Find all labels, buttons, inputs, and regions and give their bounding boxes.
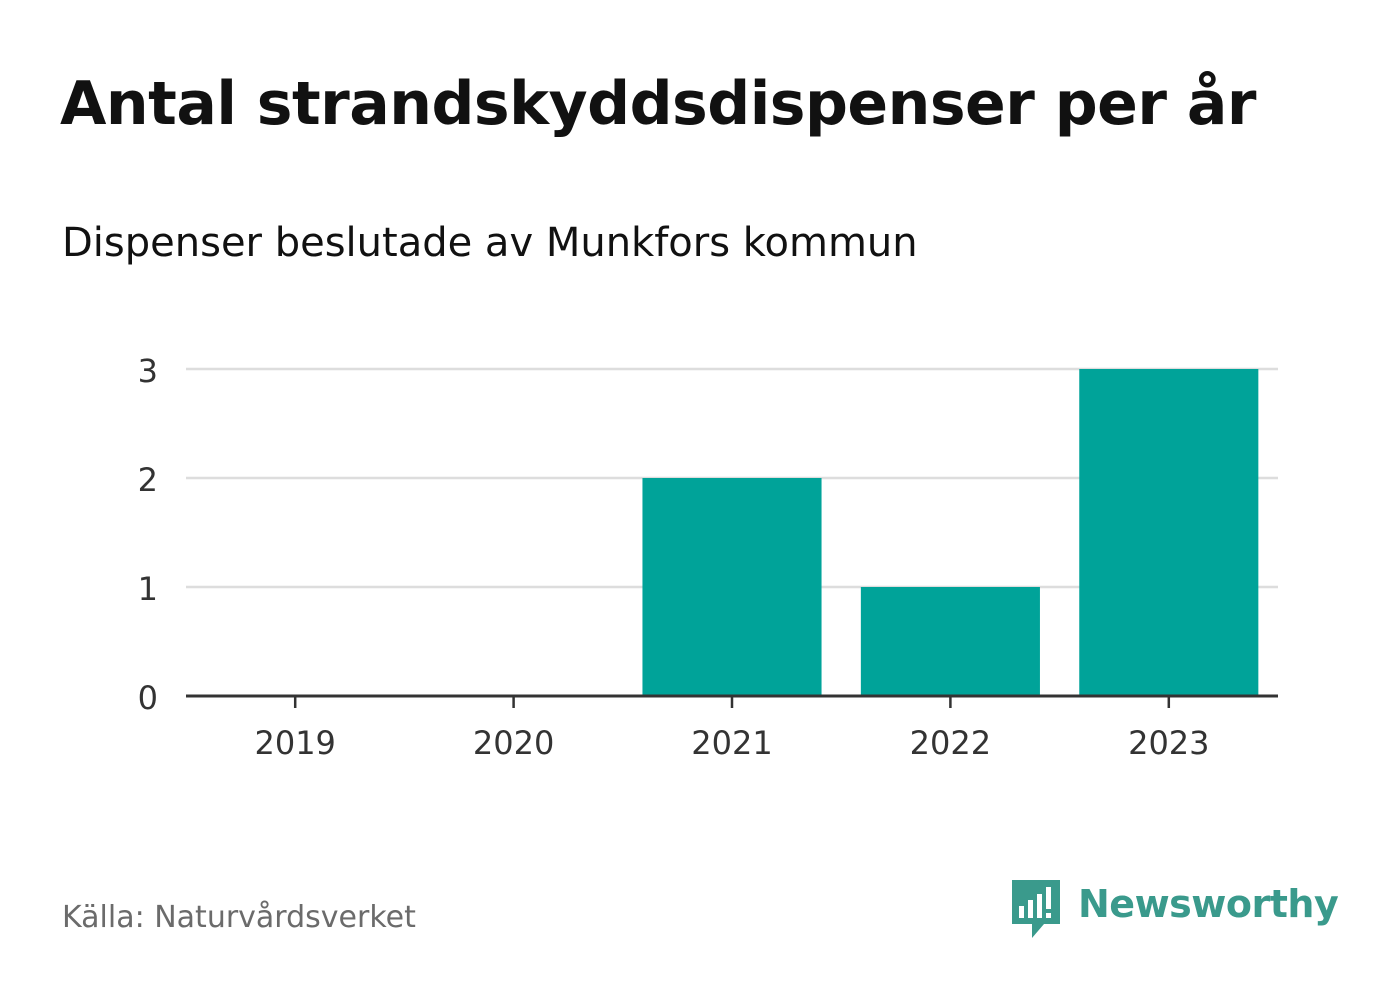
- y-tick-label: 0: [138, 679, 158, 717]
- source-note: Källa: Naturvårdsverket: [62, 900, 416, 935]
- brand-logo: Newsworthy: [1010, 878, 1339, 942]
- newsworthy-logo-icon: [1012, 880, 1060, 938]
- y-tick-label: 3: [138, 352, 158, 390]
- y-tick-label: 2: [138, 461, 158, 499]
- bar: [642, 478, 822, 696]
- bar: [1079, 369, 1259, 696]
- brand-name: Newsworthy: [1078, 882, 1339, 926]
- x-tick-label: 2019: [254, 724, 335, 762]
- chart-title: Antal strandskyddsdispenser per år: [60, 69, 1256, 139]
- chart-subtitle: Dispenser beslutade av Munkfors kommun: [62, 220, 918, 266]
- x-tick-label: 2021: [691, 724, 772, 762]
- x-tick-label: 2023: [1128, 724, 1209, 762]
- x-tick-label: 2020: [473, 724, 554, 762]
- y-tick-label: 1: [138, 570, 158, 608]
- x-tick-label: 2022: [910, 724, 991, 762]
- bar: [860, 587, 1040, 696]
